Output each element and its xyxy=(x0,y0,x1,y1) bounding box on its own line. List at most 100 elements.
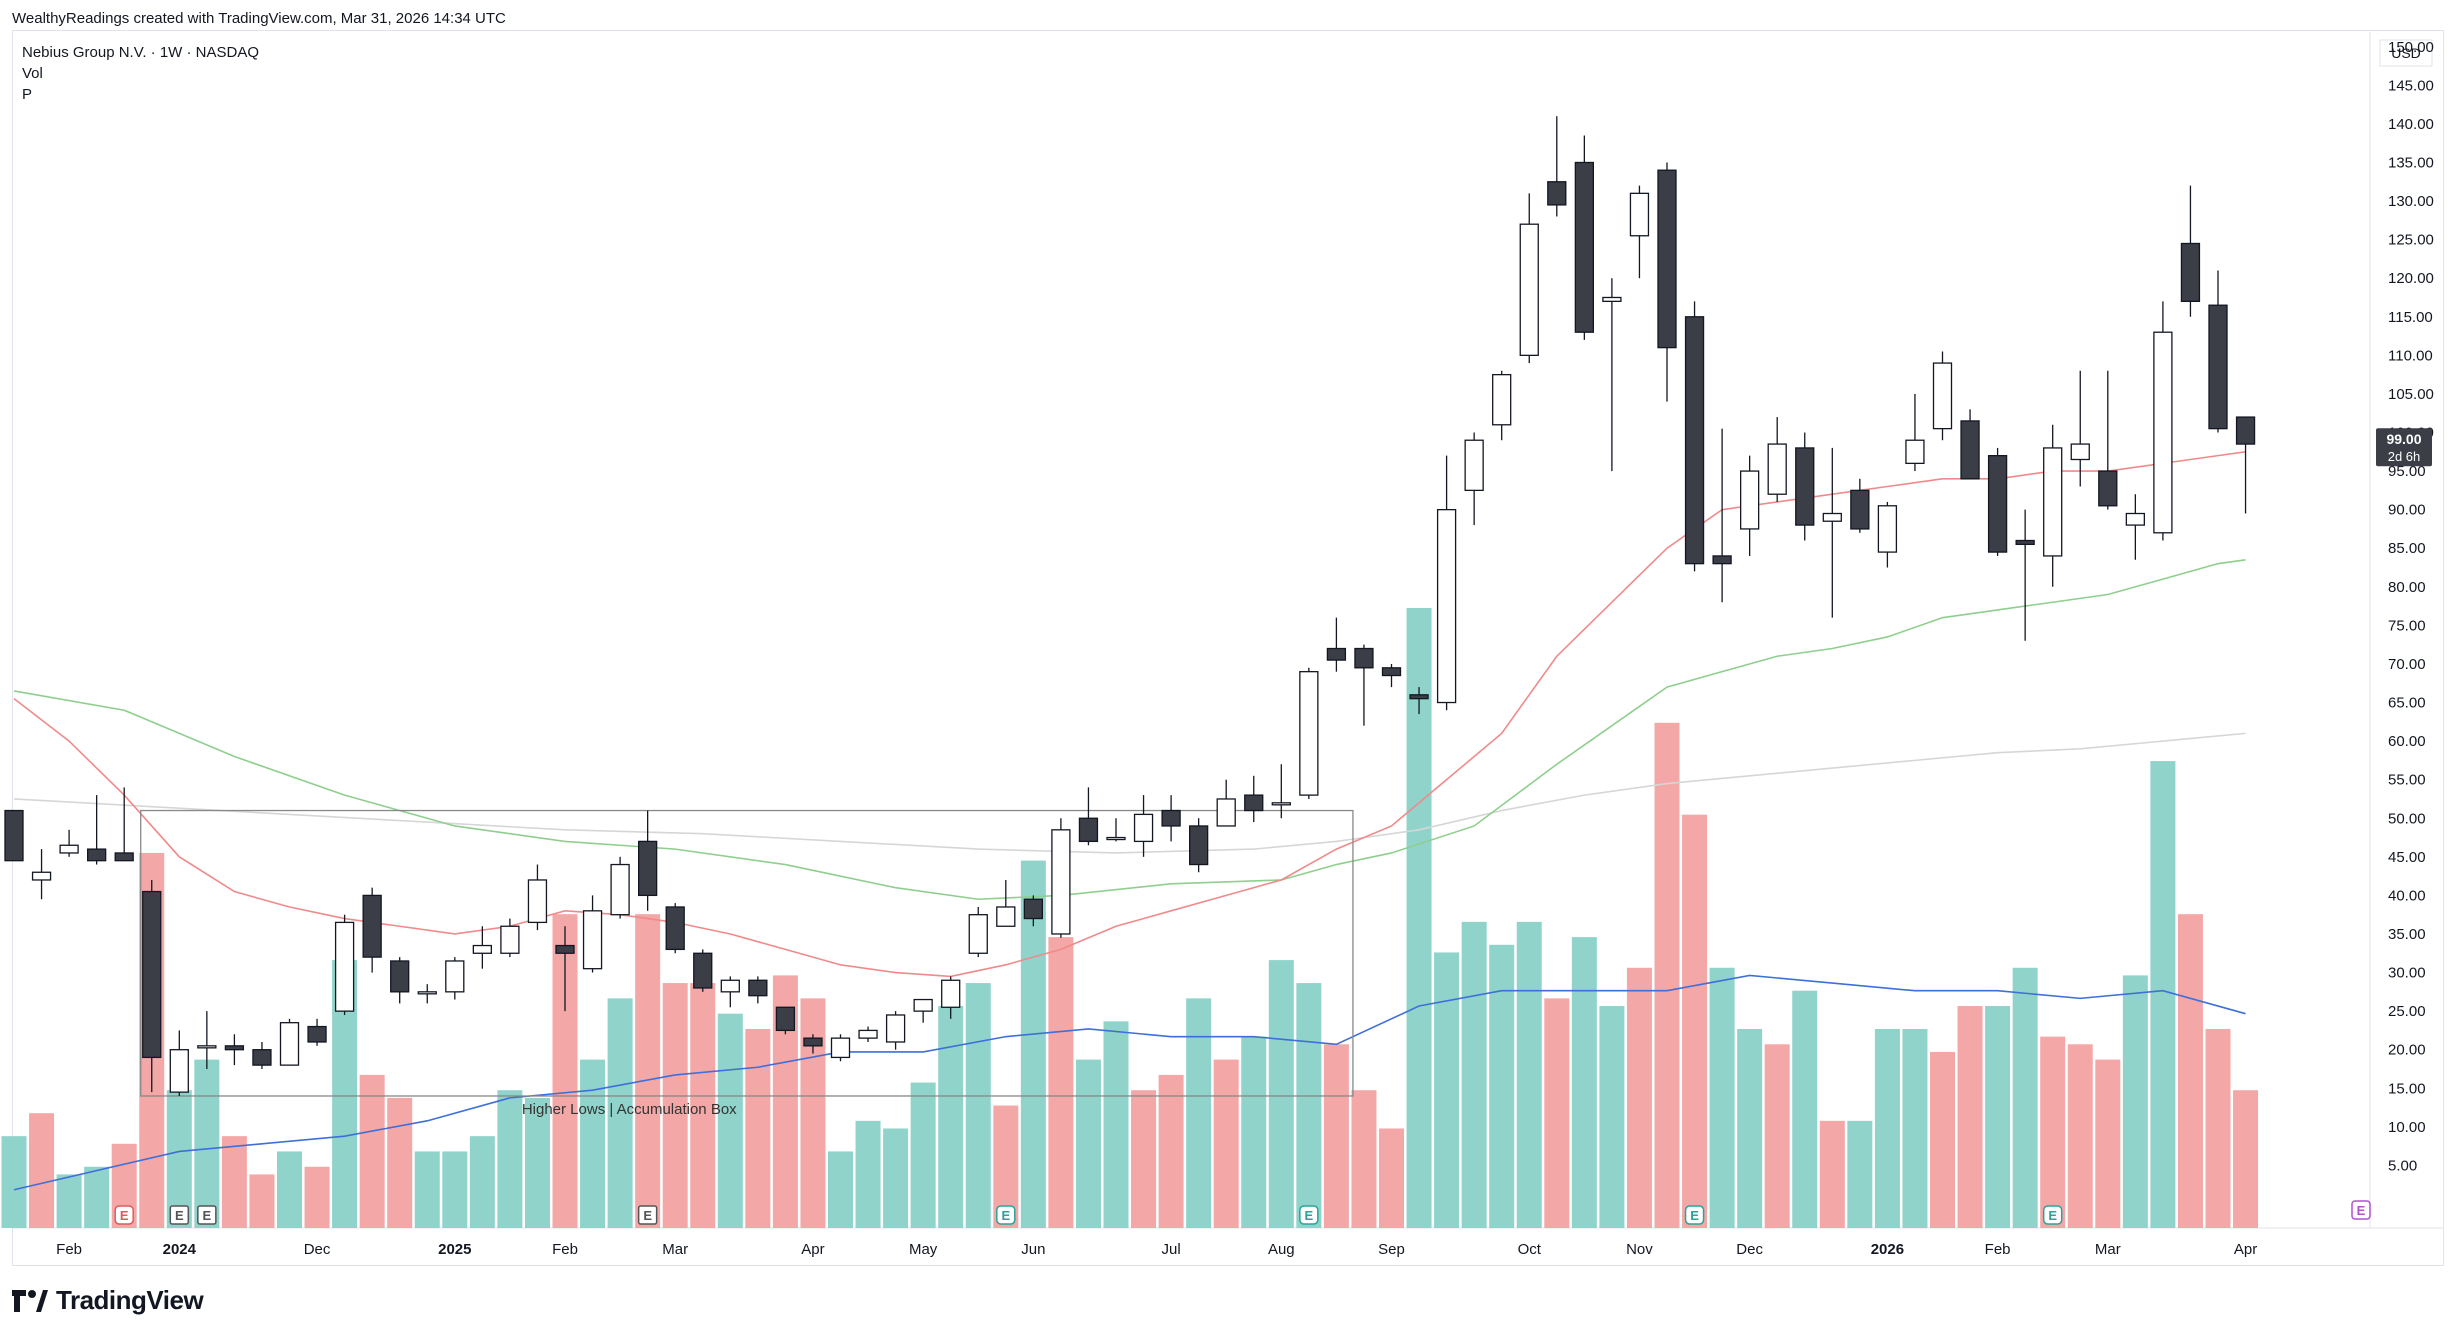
candle[interactable] xyxy=(279,1022,300,1066)
volume-bar[interactable] xyxy=(2012,967,2038,1228)
volume-bar[interactable] xyxy=(1682,814,1708,1228)
candle[interactable] xyxy=(913,998,933,1012)
dividend-marker[interactable] xyxy=(2351,1200,2371,1220)
candle[interactable] xyxy=(1354,647,1374,669)
candle[interactable] xyxy=(1299,671,1319,796)
candle[interactable] xyxy=(142,890,162,1059)
candle[interactable] xyxy=(334,921,355,1012)
candle[interactable] xyxy=(1932,362,1953,430)
volume-bar[interactable] xyxy=(1241,1036,1267,1228)
volume-bar[interactable] xyxy=(469,1136,495,1228)
candle[interactable] xyxy=(1684,316,1705,565)
volume-bar[interactable] xyxy=(1654,722,1680,1228)
volume-bar[interactable] xyxy=(828,1151,853,1228)
volume-bar[interactable] xyxy=(1957,1006,1983,1228)
volume-bar[interactable] xyxy=(1131,1090,1157,1228)
candle[interactable] xyxy=(885,1014,906,1043)
volume-bar[interactable] xyxy=(497,1090,523,1228)
candle[interactable] xyxy=(555,944,575,954)
ma-slow-line[interactable] xyxy=(13,732,2246,854)
volume-bar[interactable] xyxy=(745,1028,771,1228)
candle[interactable] xyxy=(1161,809,1181,827)
candle[interactable] xyxy=(1409,694,1429,700)
candle[interactable] xyxy=(665,906,685,951)
volume-bar[interactable] xyxy=(883,1128,909,1228)
volume-bar[interactable] xyxy=(800,998,826,1228)
volume-bar[interactable] xyxy=(1351,1090,1377,1228)
candle[interactable] xyxy=(1436,508,1457,704)
volume-bar[interactable] xyxy=(1874,1028,1900,1228)
volume-bar[interactable] xyxy=(1544,998,1570,1228)
earnings-marker[interactable]: E xyxy=(197,1205,217,1225)
volume-bar[interactable] xyxy=(524,1097,550,1228)
volume-bar[interactable] xyxy=(1434,952,1460,1228)
earnings-marker[interactable]: E xyxy=(1299,1205,1319,1225)
volume-bar[interactable] xyxy=(414,1151,440,1228)
candle[interactable] xyxy=(307,1025,327,1043)
candle[interactable] xyxy=(527,879,548,924)
volume-bar[interactable] xyxy=(166,1090,192,1228)
candle[interactable] xyxy=(445,960,465,993)
volume-bar[interactable] xyxy=(1075,1059,1101,1228)
volume-bar[interactable] xyxy=(1792,990,1818,1228)
volume-bar[interactable] xyxy=(1516,921,1542,1228)
candle[interactable] xyxy=(417,991,437,995)
volume-bar[interactable] xyxy=(304,1166,330,1228)
candle[interactable] xyxy=(2125,512,2146,526)
volume-bar[interactable] xyxy=(1296,983,1322,1228)
candle[interactable] xyxy=(638,840,658,897)
price-chart[interactable]: Higher Lows | Accumulation Box E E E E E E E E E U… xyxy=(0,0,2454,1280)
volume-bar[interactable] xyxy=(221,1136,247,1228)
volume-bar[interactable] xyxy=(1571,937,1597,1228)
volume-bar[interactable] xyxy=(1985,1006,2011,1228)
volume-bar[interactable] xyxy=(938,1006,964,1228)
candle[interactable] xyxy=(1740,470,1760,530)
candle[interactable] xyxy=(1106,836,1126,841)
volume-bar[interactable] xyxy=(1,1136,27,1228)
candle[interactable] xyxy=(1519,223,1539,357)
volume-bar[interactable] xyxy=(56,1174,82,1228)
volume-bar[interactable] xyxy=(1186,998,1212,1228)
candle[interactable] xyxy=(968,914,988,954)
legend-symbol[interactable]: Nebius Group N.V. · 1W · NASDAQ xyxy=(22,44,260,61)
volume-bar[interactable] xyxy=(717,1013,743,1228)
volume-bar[interactable] xyxy=(1709,967,1735,1228)
volume-bar[interactable] xyxy=(910,1082,936,1228)
candle[interactable] xyxy=(224,1045,245,1051)
candle[interactable] xyxy=(2043,447,2063,557)
ma-fast-line[interactable] xyxy=(13,450,2246,978)
volume-bar[interactable] xyxy=(1268,960,1294,1228)
candle[interactable] xyxy=(4,809,24,862)
volume-bar[interactable] xyxy=(84,1166,110,1228)
volume-bar[interactable] xyxy=(249,1174,275,1228)
candle[interactable] xyxy=(2015,539,2035,546)
volume-bar[interactable] xyxy=(2095,1059,2121,1228)
candle[interactable] xyxy=(748,979,768,997)
candle[interactable] xyxy=(59,844,79,854)
volume-bar[interactable] xyxy=(2040,1036,2066,1228)
candle[interactable] xyxy=(1877,505,1898,553)
volume-bar[interactable] xyxy=(1158,1074,1184,1228)
candle[interactable] xyxy=(1023,898,1043,920)
accumulation-box[interactable] xyxy=(140,809,1354,1097)
candle[interactable] xyxy=(1464,439,1484,492)
candle[interactable] xyxy=(1547,181,1567,206)
candle[interactable] xyxy=(610,863,630,916)
candle[interactable] xyxy=(31,871,52,881)
candle[interactable] xyxy=(1795,447,1815,526)
candle[interactable] xyxy=(2153,331,2173,534)
earnings-marker[interactable]: E xyxy=(2042,1205,2063,1225)
volume-bar[interactable] xyxy=(2067,1044,2093,1228)
candle[interactable] xyxy=(1189,825,1209,866)
volume-bar[interactable] xyxy=(635,914,661,1228)
volume-bar[interactable] xyxy=(277,1151,302,1228)
volume-ma-line[interactable] xyxy=(13,974,2246,1191)
candle[interactable] xyxy=(2070,443,2090,461)
candle[interactable] xyxy=(390,960,410,993)
candle[interactable] xyxy=(1767,443,1787,495)
candle[interactable] xyxy=(1905,439,1925,465)
candle[interactable] xyxy=(2098,470,2118,507)
volume-bar[interactable] xyxy=(359,1074,385,1228)
volume-bar[interactable] xyxy=(2177,914,2203,1228)
earnings-marker[interactable]: E xyxy=(114,1205,134,1225)
